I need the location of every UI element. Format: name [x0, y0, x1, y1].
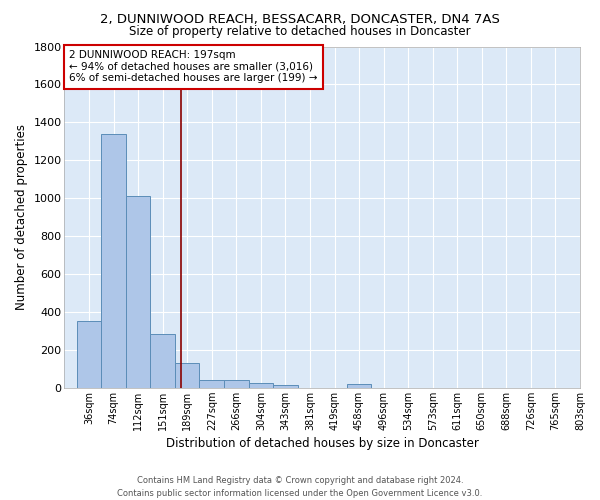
X-axis label: Distribution of detached houses by size in Doncaster: Distribution of detached houses by size … — [166, 437, 479, 450]
Text: Size of property relative to detached houses in Doncaster: Size of property relative to detached ho… — [129, 25, 471, 38]
Text: 2, DUNNIWOOD REACH, BESSACARR, DONCASTER, DN4 7AS: 2, DUNNIWOOD REACH, BESSACARR, DONCASTER… — [100, 12, 500, 26]
Bar — [175, 363, 199, 388]
Bar — [224, 380, 248, 388]
Bar — [77, 322, 101, 388]
Y-axis label: Number of detached properties: Number of detached properties — [15, 124, 28, 310]
Text: Contains HM Land Registry data © Crown copyright and database right 2024.
Contai: Contains HM Land Registry data © Crown c… — [118, 476, 482, 498]
Bar — [347, 384, 371, 388]
Bar — [248, 383, 273, 388]
Bar — [126, 196, 151, 388]
Bar — [273, 385, 298, 388]
Bar — [101, 134, 126, 388]
Bar — [151, 334, 175, 388]
Bar — [199, 380, 224, 388]
Text: 2 DUNNIWOOD REACH: 197sqm
← 94% of detached houses are smaller (3,016)
6% of sem: 2 DUNNIWOOD REACH: 197sqm ← 94% of detac… — [70, 50, 318, 84]
